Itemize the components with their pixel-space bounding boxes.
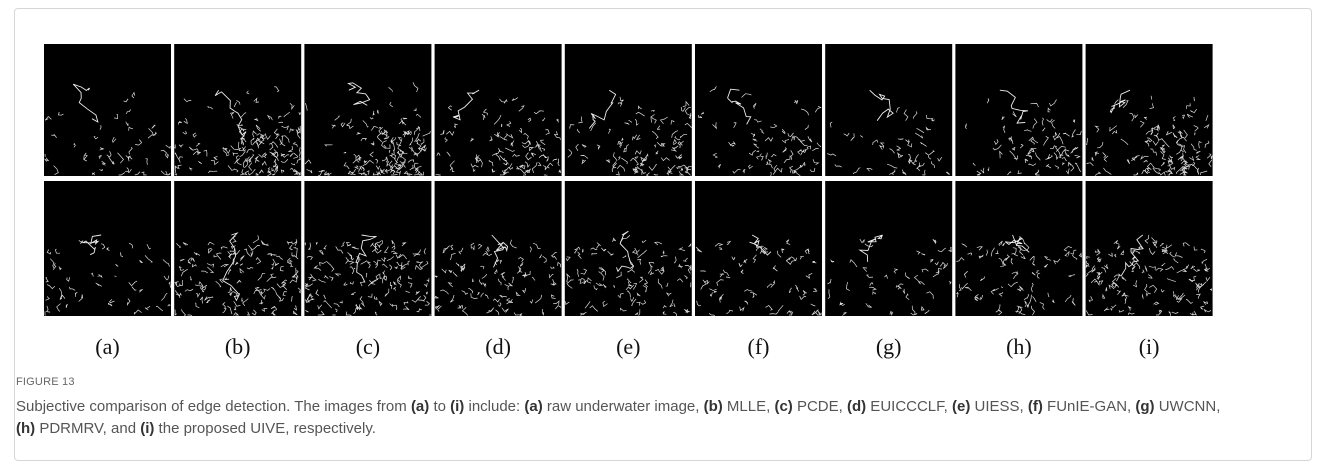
- edge-image: [1086, 44, 1213, 176]
- edge-image: [304, 44, 431, 176]
- caption-bold-text: (d): [847, 398, 866, 415]
- edge-image: [304, 181, 431, 316]
- image-background: [1086, 44, 1213, 176]
- image-background: [565, 181, 692, 316]
- caption-bold-text: (a): [411, 398, 429, 415]
- edge-image: [44, 44, 171, 176]
- edge-image: [955, 181, 1082, 316]
- caption-bold-text: (f): [1028, 398, 1043, 415]
- edge-image: [44, 181, 171, 316]
- caption-text: PCDE,: [793, 398, 847, 415]
- image-background: [304, 44, 431, 176]
- caption-text: include:: [464, 398, 524, 415]
- panel-label: (h): [1006, 334, 1032, 359]
- caption-bold-text: (i): [140, 420, 154, 437]
- panel-label: (b): [225, 334, 251, 359]
- image-background: [565, 44, 692, 176]
- image-background: [955, 181, 1082, 316]
- edge-image: [435, 181, 562, 316]
- caption-text: EUICCCLF,: [866, 398, 952, 415]
- image-background: [44, 44, 171, 176]
- image-background: [304, 181, 431, 316]
- edge-stroke: [501, 124, 502, 127]
- caption-text: Subjective comparison of edge detection.…: [16, 398, 411, 415]
- edge-image: [565, 181, 692, 316]
- caption-bold-text: (c): [774, 398, 792, 415]
- panel-label: (f): [748, 334, 770, 359]
- caption-bold-text: (i): [450, 398, 464, 415]
- edge-image: [825, 181, 952, 316]
- panel-label: (d): [485, 334, 511, 359]
- edge-stroke: [389, 151, 390, 153]
- caption-bold-text: (a): [524, 398, 542, 415]
- edge-image: [565, 44, 692, 176]
- figure-panels: (a) (b) (c) (d) (e) (f) (g) (h) (i): [0, 0, 1328, 370]
- caption-text: MLLE,: [723, 398, 775, 415]
- edge-image: [1086, 181, 1213, 316]
- panel-label: (a): [95, 334, 119, 359]
- edge-image: [174, 181, 301, 316]
- image-background: [695, 181, 822, 316]
- caption-bold-text: (b): [704, 398, 723, 415]
- caption-text: UWCNN,: [1155, 398, 1225, 415]
- caption-bold-text: (g): [1135, 398, 1154, 415]
- edge-image: [174, 44, 301, 176]
- panel-label: (g): [876, 334, 902, 359]
- figure-label: FIGURE 13: [16, 376, 75, 388]
- caption-bold-text: (h): [16, 420, 35, 437]
- edge-stroke: [582, 249, 583, 252]
- panel-label: (c): [356, 334, 380, 359]
- edge-stroke: [898, 139, 904, 140]
- caption-text: to: [429, 398, 450, 415]
- figure-caption: Subjective comparison of edge detection.…: [16, 396, 1231, 440]
- caption-text: raw underwater image,: [543, 398, 704, 415]
- caption-text: PDRMRV, and: [35, 420, 140, 437]
- edge-image: [435, 44, 562, 176]
- edge-image: [955, 44, 1082, 176]
- panel-label: (i): [1139, 334, 1160, 359]
- edge-image: [695, 44, 822, 176]
- caption-text: UIESS,: [970, 398, 1028, 415]
- edge-image: [695, 181, 822, 316]
- caption-text: FUnIE-GAN,: [1043, 398, 1136, 415]
- edge-image: [825, 44, 952, 176]
- caption-text: the proposed UIVE, respectively.: [154, 420, 376, 437]
- caption-bold-text: (e): [952, 398, 970, 415]
- panel-label: (e): [616, 334, 640, 359]
- page: (a) (b) (c) (d) (e) (f) (g) (h) (i) FIGURE 13 Su…: [0, 0, 1328, 471]
